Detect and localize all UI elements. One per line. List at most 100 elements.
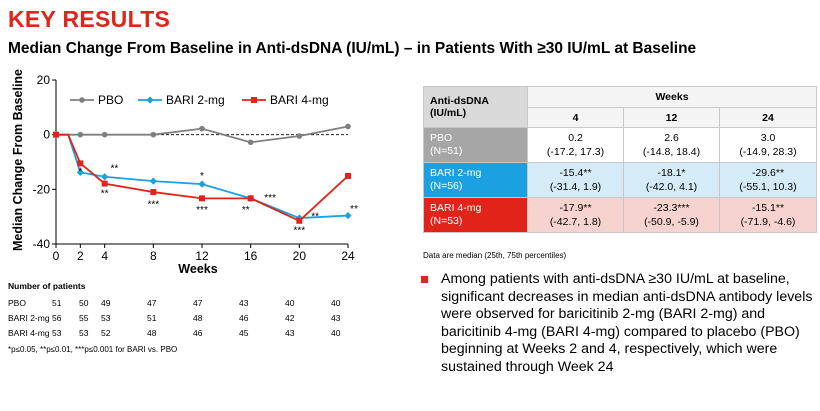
table-row-label: BARI 2-mg (N=56) xyxy=(423,162,528,198)
x-tick-label: 16 xyxy=(244,249,258,263)
x-tick-label: 12 xyxy=(195,249,209,263)
table-cell: 0.2 (-17.2, 17.3) xyxy=(527,127,624,163)
patients-count: 43 xyxy=(285,328,295,338)
patients-count: 42 xyxy=(285,313,295,323)
patients-row-label: BARI 2-mg xyxy=(8,313,50,323)
significance-annotation: * xyxy=(200,171,204,182)
table-weeks-header: Weeks xyxy=(527,86,817,108)
data-point xyxy=(247,139,254,146)
significance-annotation: ** xyxy=(111,163,119,174)
patients-row: PBO 51 50 49 47 47 43 40 40 xyxy=(8,298,368,313)
table-cell: -18.1* (-42.0, 4.1) xyxy=(623,162,720,198)
table-row: PBO (N=51) 0.2 (-17.2, 17.3) 2.6 (-14.8, 18.4… xyxy=(423,127,817,163)
patients-count: 53 xyxy=(52,328,62,338)
legend-marker xyxy=(146,96,154,104)
data-point xyxy=(199,195,205,202)
data-point xyxy=(77,131,84,138)
significance-annotation: *** xyxy=(196,205,208,216)
significance-annotation: ** xyxy=(311,212,319,223)
x-tick-label: 24 xyxy=(341,249,355,263)
x-tick-label: 20 xyxy=(293,249,307,263)
patients-rows: PBO 51 50 49 47 47 43 40 40 BARI 2-mg 56 55 53 51 48 46… xyxy=(8,298,368,343)
table-row-label: BARI 4-mg (N=53) xyxy=(423,197,528,233)
table-week-header: 24 xyxy=(719,107,817,128)
table-cell: 2.6 (-14.8, 18.4) xyxy=(623,127,720,163)
significance-annotation: ** xyxy=(101,188,109,199)
patients-count: 47 xyxy=(147,298,157,308)
patients-count: 48 xyxy=(147,328,157,338)
patients-count: 46 xyxy=(239,313,249,323)
patients-count: 50 xyxy=(79,298,89,308)
patients-count: 43 xyxy=(331,313,341,323)
data-point xyxy=(77,160,84,167)
data-point xyxy=(149,177,157,185)
table-row: BARI 2-mg (N=56) -15.4** (-31.4, 1.9) -18.1*… xyxy=(423,162,817,198)
bullet-marker xyxy=(421,276,428,283)
x-tick-label: 8 xyxy=(150,249,157,263)
table-week-header: 4 xyxy=(527,107,624,128)
significance-annotation: *** xyxy=(147,199,159,210)
patients-count: 55 xyxy=(79,313,89,323)
y-tick-label: -40 xyxy=(33,237,51,251)
chart-legend: PBO BARI 2-mg BARI 4-mg xyxy=(70,93,329,107)
chart-subtitle: Median Change From Baseline in Anti-dsDN… xyxy=(8,40,697,57)
significance-annotation: * xyxy=(78,167,82,178)
patients-row-label: PBO xyxy=(8,298,26,308)
patients-row: BARI 2-mg 56 55 53 51 48 46 42 43 xyxy=(8,313,368,328)
patients-block: Number of patients PBO 51 50 49 47 47 43 40 40 BA… xyxy=(8,281,368,354)
table-week-header: 12 xyxy=(623,107,720,128)
legend-label: BARI 4-mg xyxy=(270,93,329,107)
table-body: PBO (N=51) 0.2 (-17.2, 17.3) 2.6 (-14.8, 18.4… xyxy=(423,127,817,233)
key-finding-text: Among patients with anti-dsDNA ≥30 IU/mL… xyxy=(441,271,813,375)
table-note: Data are median (25th, 75th percentiles) xyxy=(423,251,567,260)
patients-count: 48 xyxy=(193,313,203,323)
table-cell: -15.1** (-71.9, -4.6) xyxy=(719,197,817,233)
legend-marker xyxy=(251,97,257,103)
data-point xyxy=(150,131,157,138)
patients-count: 56 xyxy=(52,313,62,323)
data-point xyxy=(76,168,84,176)
patients-count: 46 xyxy=(193,328,203,338)
y-axis-label: Median Change From Baseline xyxy=(11,69,25,251)
significance-annotation: ** xyxy=(242,205,250,216)
x-tick-label: 4 xyxy=(101,249,108,263)
table-cell: -29.6** (-55.1, 10.3) xyxy=(719,162,817,198)
data-point xyxy=(345,172,351,179)
key-finding: Among patients with anti-dsDNA ≥30 IU/mL… xyxy=(415,271,815,377)
table-cell: -17.9** (-42.7, 1.8) xyxy=(527,197,624,233)
patients-count: 53 xyxy=(101,313,111,323)
patients-count: 47 xyxy=(193,298,203,308)
y-tick-label: -20 xyxy=(33,182,51,196)
patients-row: BARI 4-mg 53 53 52 48 46 45 43 40 xyxy=(8,328,368,343)
table-cell: 3.0 (-14.9, 28.3) xyxy=(719,127,817,163)
table-row: BARI 4-mg (N=53) -17.9** (-42.7, 1.8) -23.3*… xyxy=(423,197,817,233)
data-point xyxy=(199,125,205,132)
table-cell: -23.3*** (-50.9, -5.9) xyxy=(623,197,720,233)
y-tick-label: 20 xyxy=(37,73,51,87)
legend-marker xyxy=(79,97,85,103)
data-point xyxy=(345,123,351,130)
patients-count: 51 xyxy=(52,298,62,308)
patients-count: 45 xyxy=(239,328,249,338)
patients-count: 49 xyxy=(101,298,111,308)
data-point xyxy=(296,217,303,224)
data-point xyxy=(101,173,109,181)
patients-count: 40 xyxy=(285,298,295,308)
data-point xyxy=(247,195,254,202)
patients-count: 40 xyxy=(331,298,341,308)
y-tick-label: 0 xyxy=(43,128,50,142)
patients-count: 53 xyxy=(79,328,89,338)
table-row-label: PBO (N=51) xyxy=(423,127,528,163)
data-point xyxy=(101,180,108,187)
patients-count: 43 xyxy=(239,298,249,308)
data-point xyxy=(296,133,303,139)
patients-count: 40 xyxy=(331,328,341,338)
table-header-label: Anti-dsDNA (IU/mL) xyxy=(423,86,528,128)
x-tick-label: 0 xyxy=(53,249,60,263)
significance-annotation: *** xyxy=(264,193,276,204)
results-table: Anti-dsDNA (IU/mL) Weeks 4 12 24 PBO (N=51) 0… xyxy=(423,86,817,233)
patients-count: 52 xyxy=(101,328,111,338)
patients-count: 51 xyxy=(147,313,157,323)
significance-footnote: *p≤0.05, **p≤0.01, ***p≤0.001 for BARI v… xyxy=(8,345,178,354)
